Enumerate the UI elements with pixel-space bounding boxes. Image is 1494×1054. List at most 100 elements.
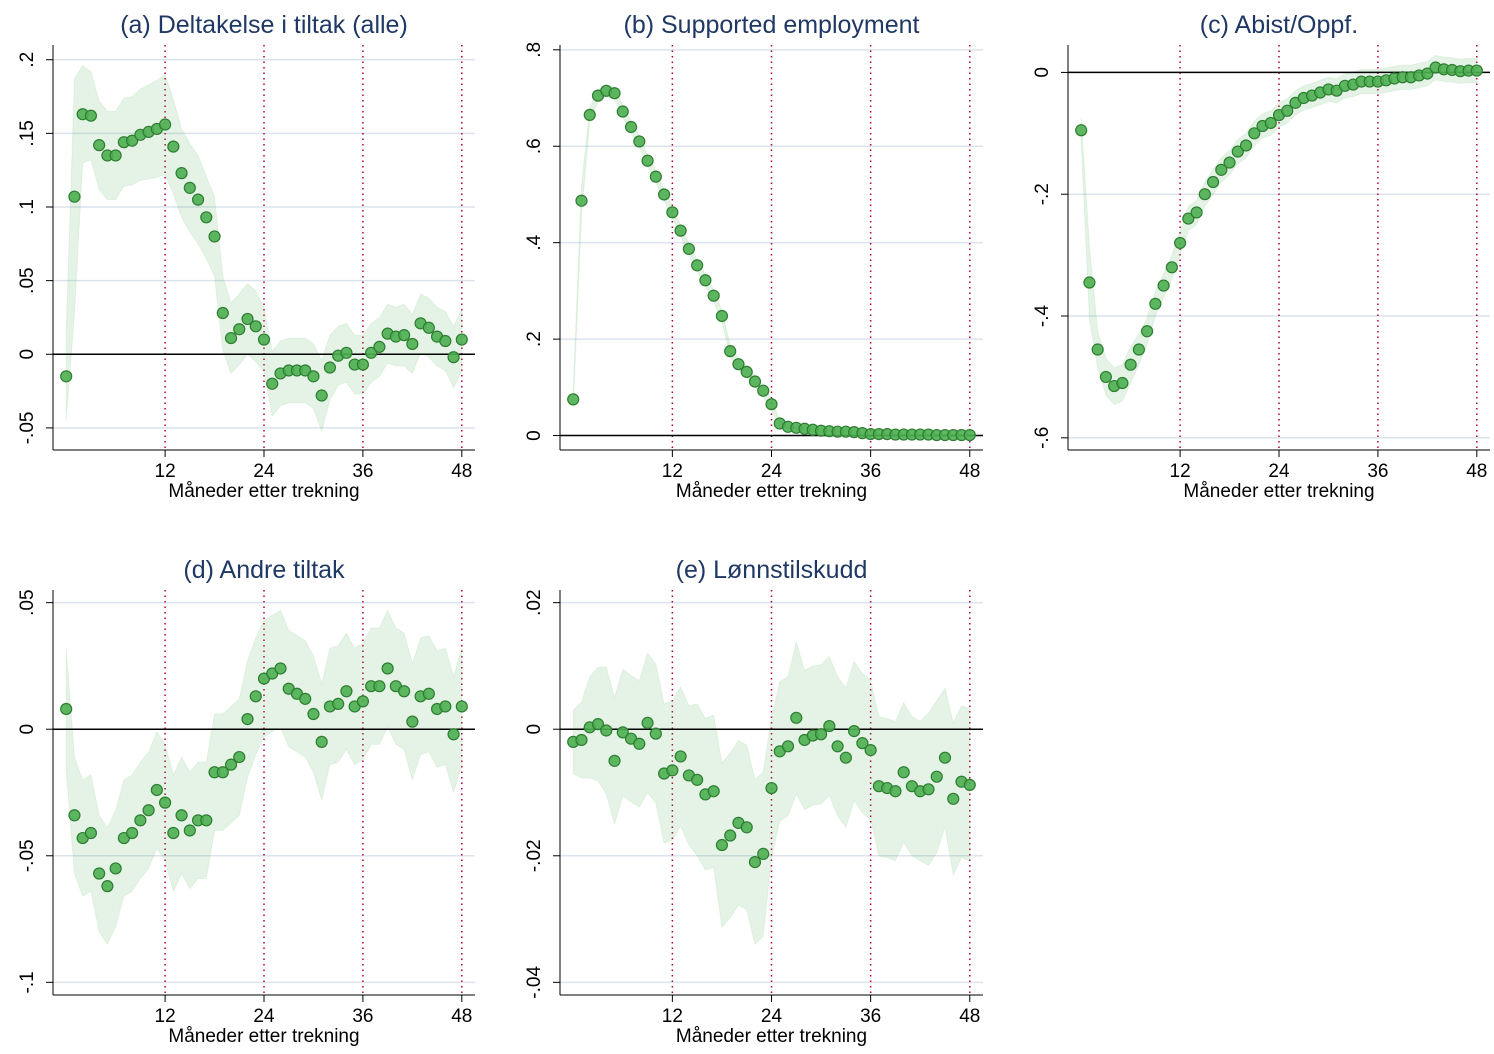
- panel: (a) Deltakelse i tiltak (alle) -.05 0 .05 .1…: [17, 11, 475, 502]
- point: [1116, 376, 1129, 390]
- point: [84, 109, 98, 122]
- x-tick-label: 48: [1466, 461, 1487, 482]
- point: [1182, 212, 1195, 225]
- point: [691, 773, 704, 786]
- y-tick-label: .05: [17, 267, 38, 293]
- y-tick-label: .8: [524, 42, 545, 58]
- point: [616, 726, 629, 739]
- point: [1190, 206, 1203, 219]
- y-tick-label: .1: [17, 199, 38, 215]
- x-axis-title: Måneder etter trekning: [1183, 481, 1374, 502]
- point: [1206, 175, 1220, 189]
- point: [422, 321, 435, 334]
- point: [398, 329, 411, 342]
- point: [641, 716, 654, 729]
- point: [134, 814, 147, 827]
- point: [68, 809, 81, 822]
- point: [1281, 104, 1294, 117]
- point: [947, 792, 960, 805]
- point: [307, 707, 320, 721]
- point: [1091, 343, 1104, 356]
- y-tick-label: .4: [524, 234, 545, 250]
- point: [922, 783, 935, 796]
- point: [831, 740, 844, 753]
- point: [641, 154, 654, 167]
- point: [93, 139, 106, 152]
- point: [455, 700, 468, 713]
- y-tick-label: -.02: [524, 839, 545, 872]
- point: [175, 809, 188, 822]
- y-tick-label: -.6: [1032, 427, 1053, 449]
- point: [1149, 297, 1162, 310]
- point: [167, 140, 180, 153]
- y-tick-label: -.2: [1032, 183, 1053, 205]
- point: [274, 662, 287, 675]
- x-tick-label: 24: [253, 1006, 275, 1027]
- point: [781, 740, 795, 753]
- point: [200, 211, 213, 224]
- point: [439, 334, 452, 348]
- point: [398, 685, 411, 698]
- point: [60, 370, 73, 383]
- point: [963, 428, 976, 442]
- x-tick-label: 12: [662, 1006, 683, 1027]
- panel-title: (c) Abist/Oppf.: [1200, 11, 1358, 39]
- x-tick-label: 24: [761, 1006, 783, 1027]
- point: [682, 242, 695, 256]
- x-tick-label: 48: [451, 1006, 472, 1027]
- y-tick-label: -.05: [17, 839, 38, 872]
- point: [93, 867, 106, 880]
- panel: (e) Lønnstilskudd -.04 -.02 0 .02 12 24 36 48 Mån…: [524, 556, 983, 1047]
- point: [373, 680, 386, 693]
- point: [340, 346, 353, 359]
- point: [126, 826, 139, 840]
- x-tick-label: 12: [155, 461, 176, 482]
- point: [216, 306, 229, 320]
- point: [591, 718, 605, 731]
- point: [299, 692, 312, 705]
- point: [175, 167, 188, 180]
- point: [233, 323, 246, 336]
- point: [757, 384, 770, 397]
- point: [150, 783, 163, 797]
- point: [142, 804, 155, 817]
- point: [691, 259, 704, 272]
- point: [257, 333, 271, 346]
- point: [715, 838, 729, 852]
- point: [208, 230, 221, 243]
- point: [757, 847, 770, 860]
- point: [674, 224, 687, 237]
- x-tick-label: 36: [1367, 461, 1388, 482]
- panel: (d) Andre tiltak -.1 -.05 0 .05 12 24 36 48 Måned…: [17, 556, 475, 1047]
- point: [732, 358, 745, 371]
- y-tick-label: -.04: [524, 966, 545, 999]
- panel-title: (a) Deltakelse i tiltak (alle): [120, 11, 408, 39]
- point: [1132, 343, 1145, 356]
- point: [1157, 279, 1170, 292]
- point: [608, 754, 621, 767]
- point: [1173, 236, 1187, 250]
- point: [657, 188, 671, 201]
- point: [864, 744, 877, 757]
- x-tick-label: 12: [662, 461, 683, 482]
- point: [1198, 188, 1211, 201]
- point: [649, 727, 662, 740]
- point: [84, 826, 98, 840]
- x-tick-label: 12: [1170, 461, 1191, 482]
- point: [1099, 370, 1113, 384]
- point: [241, 312, 254, 326]
- point: [307, 370, 320, 383]
- point: [191, 193, 205, 206]
- point: [373, 340, 386, 354]
- x-axis-title: Måneder etter trekning: [168, 481, 359, 502]
- point: [575, 733, 588, 747]
- y-tick-label: -.4: [1032, 305, 1053, 328]
- panel-title: (e) Lønnstilskudd: [676, 556, 868, 584]
- y-tick-label: .05: [17, 589, 38, 615]
- point: [249, 320, 262, 333]
- point: [266, 377, 279, 390]
- point: [315, 735, 328, 748]
- point: [126, 134, 139, 147]
- point: [1248, 127, 1261, 140]
